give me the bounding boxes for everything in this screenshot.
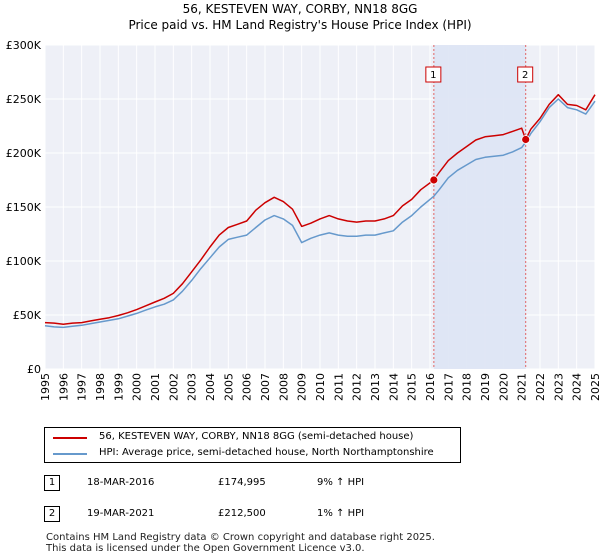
- x-tick-label: 2000: [131, 373, 144, 401]
- x-tick-label: 2009: [296, 373, 309, 401]
- y-tick-label: £50K: [13, 309, 42, 322]
- x-tick-label: 2025: [589, 373, 600, 401]
- marker-label-box: [517, 66, 534, 83]
- sale-point: [521, 135, 531, 144]
- y-tick-label: £250K: [6, 93, 42, 106]
- footer-copyright: Contains HM Land Registry data © Crown c…: [46, 532, 435, 543]
- x-tick-label: 2024: [571, 373, 584, 401]
- x-tick-label: 2006: [241, 373, 254, 401]
- transaction-price: £174,995: [218, 477, 266, 488]
- x-tick-label: 2003: [186, 373, 199, 401]
- x-tick-label: 2021: [516, 373, 529, 401]
- legend-item-property: 56, KESTEVEN WAY, CORBY, NN18 8GG (semi-…: [45, 430, 460, 446]
- y-tick-label: £200K: [6, 147, 42, 160]
- series-lines: [44, 93, 596, 329]
- marker-label: 2: [522, 70, 528, 81]
- x-tick-label: 2015: [406, 373, 419, 401]
- x-tick-label: 1997: [76, 373, 89, 401]
- x-tick-label: 2014: [387, 373, 400, 401]
- y-tick-label: £300K: [6, 39, 42, 52]
- x-tick-label: 1999: [112, 373, 125, 401]
- transaction-badge: 2: [44, 506, 60, 522]
- sale-point: [429, 175, 439, 185]
- x-tick-label: 1995: [39, 373, 52, 401]
- marker-label-box: [425, 66, 442, 83]
- legend-label: 56, KESTEVEN WAY, CORBY, NN18 8GG (semi-…: [99, 431, 414, 442]
- transaction-price: £212,500: [218, 508, 266, 519]
- legend-swatch-blue: [53, 453, 87, 455]
- x-tick-label: 2017: [442, 373, 455, 401]
- transaction-hpi: 9% ↑ HPI: [317, 477, 365, 488]
- x-tick-label: 2001: [149, 373, 162, 401]
- transaction-date: 19-MAR-2021: [87, 508, 155, 519]
- x-tick-label: 2016: [424, 373, 437, 401]
- chart-subtitle: Price paid vs. HM Land Registry's House …: [128, 18, 472, 32]
- x-tick-label: 2020: [497, 373, 510, 401]
- chart-title: 56, KESTEVEN WAY, CORBY, NN18 8GG: [182, 2, 418, 16]
- legend: 56, KESTEVEN WAY, CORBY, NN18 8GG (semi-…: [44, 427, 461, 463]
- x-tick-label: 2005: [222, 373, 235, 401]
- x-tick-label: 2008: [277, 373, 290, 401]
- x-tick-label: 1996: [57, 373, 70, 401]
- ownership-shade: [433, 45, 527, 369]
- x-tick-label: 2019: [479, 373, 492, 401]
- footer-licence: This data is licensed under the Open Gov…: [46, 543, 365, 554]
- x-tick-label: 2007: [259, 373, 272, 401]
- hpi-line: [44, 98, 596, 329]
- x-tick-label: 2022: [534, 373, 547, 401]
- x-tick-label: 2012: [351, 373, 364, 401]
- transaction-date: 18-MAR-2016: [87, 477, 155, 488]
- x-axis: 1995 1996 1997 1998 1999 2000 2001 2002 2003 2004…: [39, 373, 600, 401]
- price-paid-line: [44, 93, 596, 325]
- x-tick-label: 1998: [94, 373, 107, 401]
- y-tick-label: £150K: [6, 201, 42, 214]
- x-tick-label: 2011: [332, 373, 345, 401]
- x-tick-label: 2018: [461, 373, 474, 401]
- transaction-hpi: 1% ↑ HPI: [317, 508, 365, 519]
- transaction-row: 1 18-MAR-2016 £174,995 9% ↑ HPI: [44, 475, 444, 495]
- legend-item-hpi: HPI: Average price, semi-detached house,…: [45, 446, 460, 462]
- legend-swatch-red: [53, 437, 87, 439]
- y-tick-label: £100K: [6, 255, 42, 268]
- x-tick-label: 2023: [552, 373, 565, 401]
- x-tick-label: 2004: [204, 373, 217, 401]
- legend-label: HPI: Average price, semi-detached house,…: [99, 447, 434, 458]
- shaded-span: [433, 45, 526, 369]
- x-tick-label: 2010: [314, 373, 327, 401]
- x-tick-label: 2013: [369, 373, 382, 401]
- transaction-badge: 1: [44, 475, 60, 491]
- marker-label: 1: [430, 70, 436, 81]
- y-tick-label: £0: [27, 363, 41, 376]
- y-axis: £0 £50K £100K £150K £200K £250K £300K: [6, 39, 42, 376]
- x-tick-label: 2002: [167, 373, 180, 401]
- transaction-row: 2 19-MAR-2021 £212,500 1% ↑ HPI: [44, 506, 444, 526]
